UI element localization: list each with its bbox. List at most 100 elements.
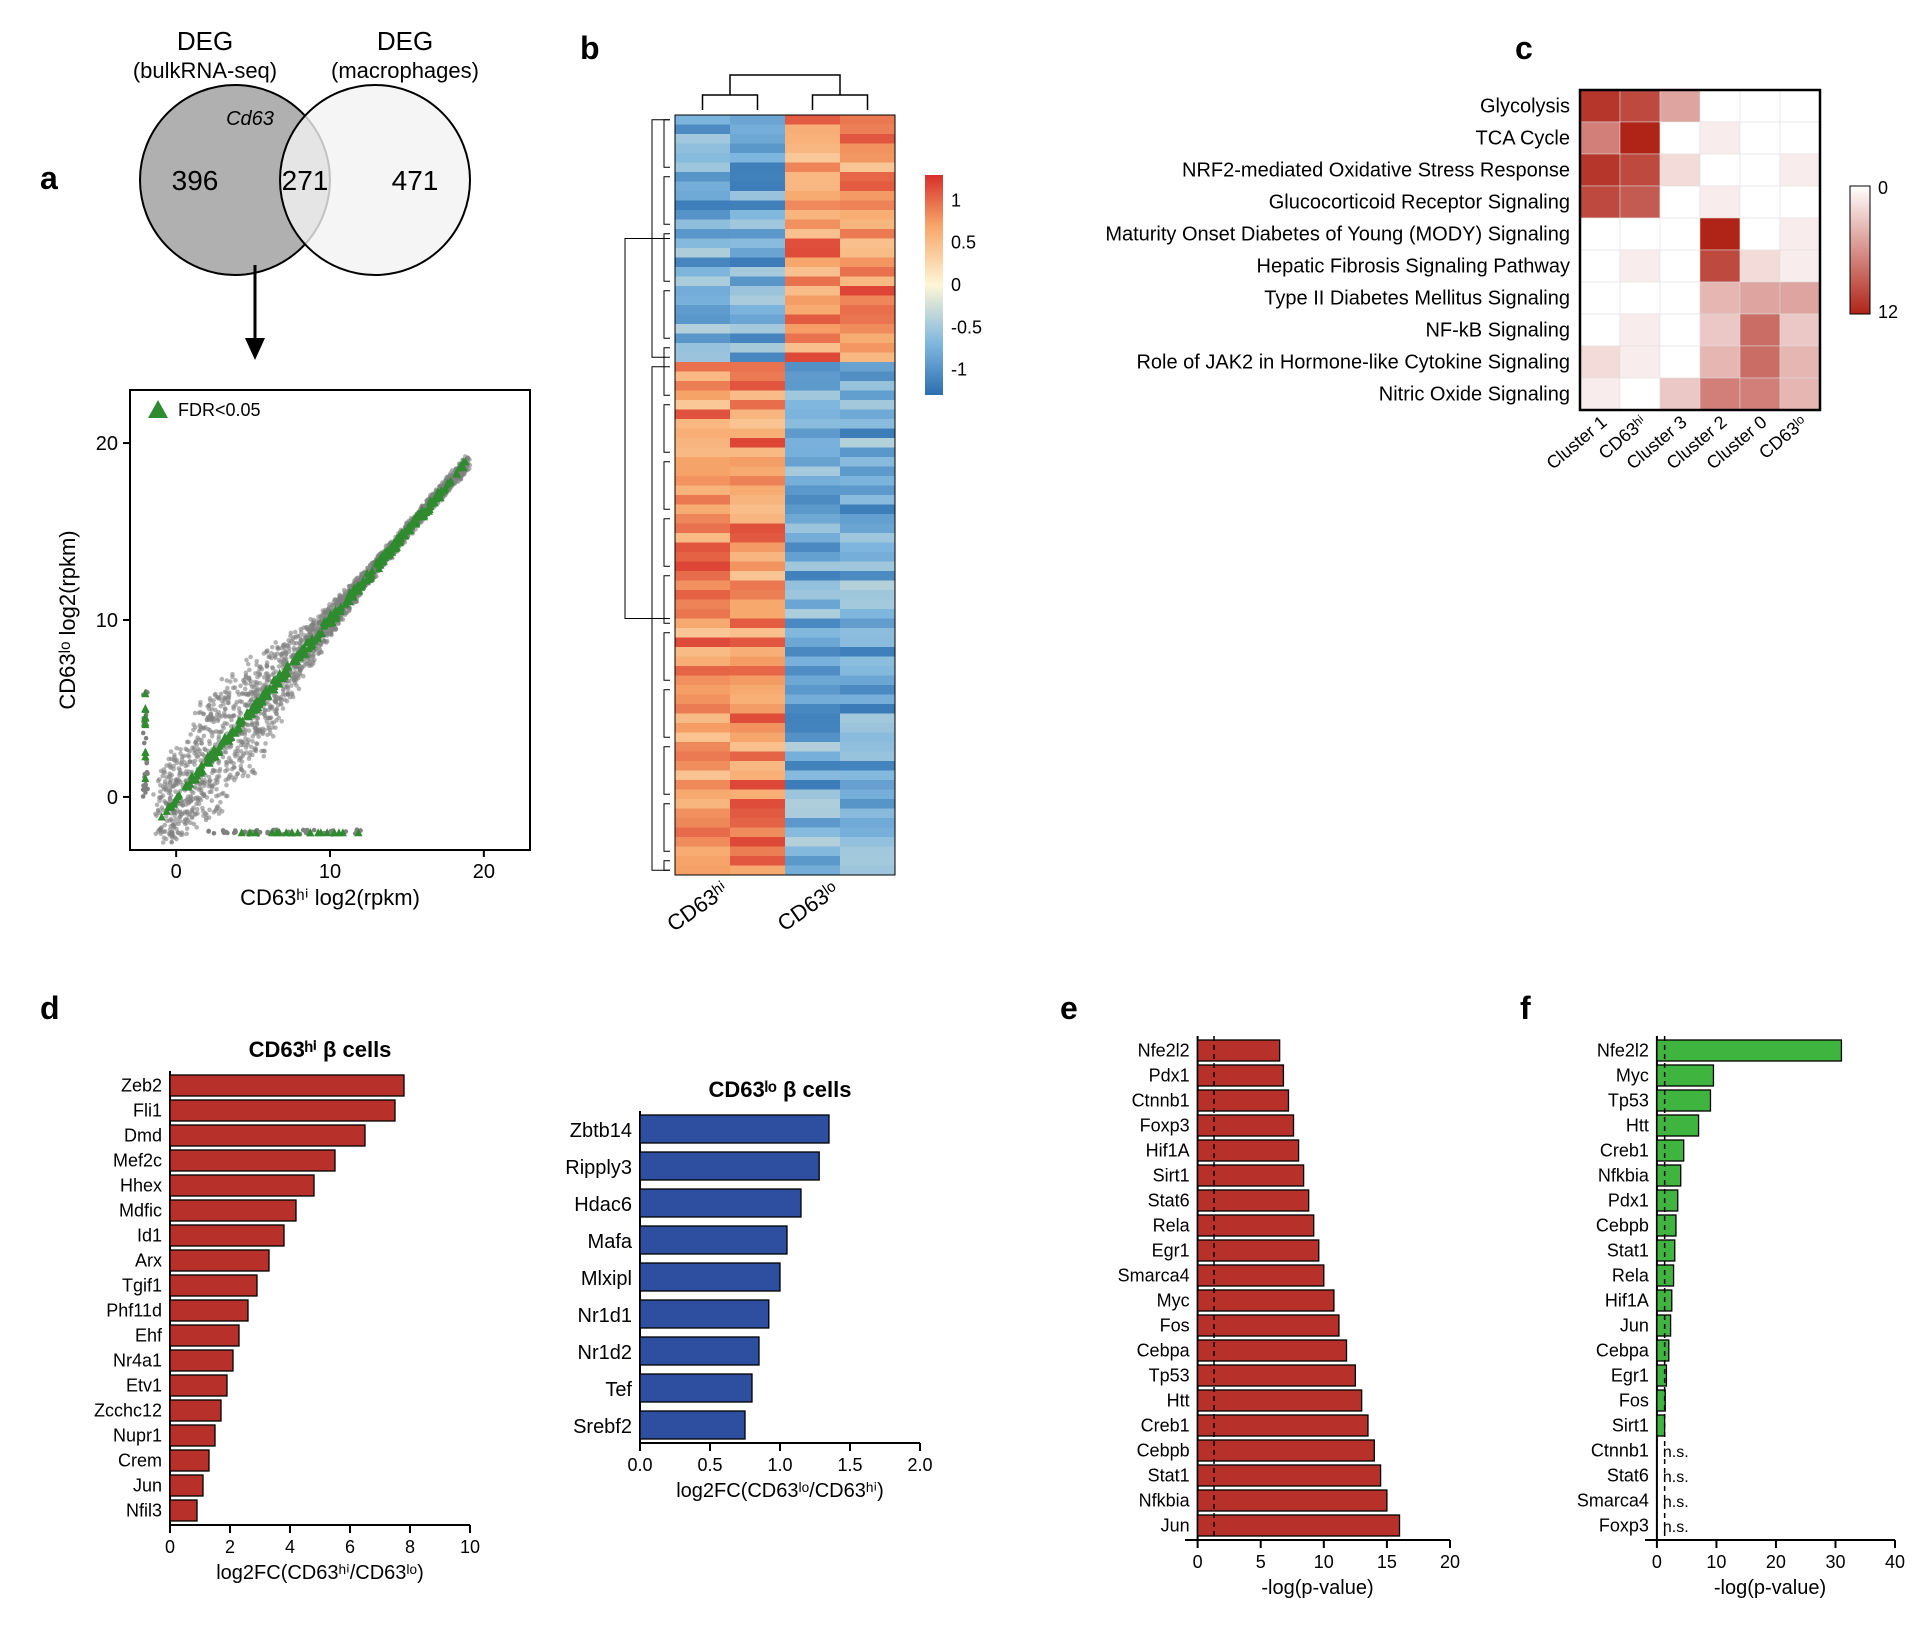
svg-text:Stat1: Stat1 <box>1607 1240 1649 1260</box>
svg-text:Nfkbia: Nfkbia <box>1598 1165 1650 1185</box>
svg-text:0: 0 <box>1193 1552 1203 1572</box>
svg-text:2.0: 2.0 <box>907 1455 932 1475</box>
svg-text:log2FC(CD63ˡᵒ/CD63ʰⁱ): log2FC(CD63ˡᵒ/CD63ʰⁱ) <box>676 1480 884 1502</box>
svg-text:Sirt1: Sirt1 <box>1612 1415 1649 1435</box>
svg-text:Tp53: Tp53 <box>1149 1365 1190 1385</box>
svg-text:Tp53: Tp53 <box>1608 1090 1649 1110</box>
svg-text:Cebpb: Cebpb <box>1596 1215 1649 1235</box>
svg-text:271: 271 <box>282 165 329 196</box>
svg-text:Ctnnb1: Ctnnb1 <box>1591 1440 1649 1460</box>
svg-text:Myc: Myc <box>1616 1065 1649 1085</box>
panel-d-hi-bars: CD63ʰⁱ β cellsZeb2Fli1DmdMef2cHhexMdficI… <box>60 1020 490 1590</box>
svg-text:Foxp3: Foxp3 <box>1599 1515 1649 1535</box>
svg-text:10: 10 <box>1314 1552 1334 1572</box>
svg-text:Hif1A: Hif1A <box>1605 1290 1649 1310</box>
svg-text:1.0: 1.0 <box>767 1455 792 1475</box>
figure: a b c d e f DEG(bulkRNA-seq)DEG(macropha… <box>0 0 1921 1629</box>
svg-text:10: 10 <box>319 861 341 883</box>
svg-text:Stat6: Stat6 <box>1607 1465 1649 1485</box>
svg-text:0: 0 <box>951 275 961 295</box>
panel-label-b: b <box>580 30 600 67</box>
svg-text:Type II Diabetes Mellitus Sign: Type II Diabetes Mellitus Signaling <box>1264 287 1570 309</box>
svg-text:Htt: Htt <box>1626 1115 1649 1135</box>
svg-text:Foxp3: Foxp3 <box>1140 1115 1190 1135</box>
svg-text:Egr1: Egr1 <box>1611 1365 1649 1385</box>
svg-text:Egr1: Egr1 <box>1152 1240 1190 1260</box>
svg-text:Mdfic: Mdfic <box>119 1200 162 1220</box>
panel-d-lo-bars: CD63ˡᵒ β cellsZbtb14Ripply3Hdac6MafaMlxi… <box>520 1060 950 1550</box>
svg-text:Glucocorticoid Receptor Signal: Glucocorticoid Receptor Signaling <box>1269 191 1570 213</box>
svg-text:Creb1: Creb1 <box>1141 1415 1190 1435</box>
svg-text:396: 396 <box>172 165 219 196</box>
svg-text:30: 30 <box>1825 1552 1845 1572</box>
svg-text:Tgif1: Tgif1 <box>122 1275 162 1295</box>
panel-e-bars: Nfe2l2Pdx1Ctnnb1Foxp3Hif1ASirt1Stat6Rela… <box>1070 1010 1470 1610</box>
svg-text:0.5: 0.5 <box>697 1455 722 1475</box>
svg-text:Pdx1: Pdx1 <box>1149 1065 1190 1085</box>
svg-text:-log(p-value): -log(p-value) <box>1714 1577 1826 1599</box>
svg-text:Maturity Onset Diabetes of You: Maturity Onset Diabetes of Young (MODY) … <box>1105 223 1570 245</box>
svg-text:Nfe2l2: Nfe2l2 <box>1597 1040 1649 1060</box>
panel-label-d: d <box>40 990 60 1027</box>
svg-text:40: 40 <box>1885 1552 1905 1572</box>
svg-text:Arx: Arx <box>135 1250 162 1270</box>
svg-text:1: 1 <box>951 190 961 210</box>
svg-text:log2FC(CD63ʰⁱ/CD63ˡᵒ): log2FC(CD63ʰⁱ/CD63ˡᵒ) <box>216 1562 424 1584</box>
svg-text:Zeb2: Zeb2 <box>121 1075 162 1095</box>
svg-text:NRF2-mediated Oxidative Stress: NRF2-mediated Oxidative Stress Response <box>1182 159 1570 181</box>
svg-text:(bulkRNA-seq): (bulkRNA-seq) <box>133 58 277 83</box>
svg-text:-log(p-value): -log(p-value) <box>1261 1577 1373 1599</box>
svg-text:10: 10 <box>96 610 118 632</box>
svg-text:Myc: Myc <box>1157 1290 1190 1310</box>
panel-b-heatmap: CD63ʰⁱCD63ˡᵒ-1-0.500.51 <box>600 55 1040 955</box>
svg-text:Smarca4: Smarca4 <box>1577 1490 1649 1510</box>
svg-text:20: 20 <box>1440 1552 1460 1572</box>
panel-c-heatmap: Glycolysis TCA Cycle NRF2-mediated Oxidati… <box>1060 70 1900 540</box>
svg-text:Mef2c: Mef2c <box>113 1150 162 1170</box>
svg-text:CD63ʰⁱ log2(rpkm): CD63ʰⁱ log2(rpkm) <box>240 885 420 910</box>
svg-text:Sirt1: Sirt1 <box>1153 1165 1190 1185</box>
svg-text:n.s.: n.s. <box>1663 1469 1689 1486</box>
svg-text:Jun: Jun <box>1161 1515 1190 1535</box>
svg-text:Id1: Id1 <box>137 1225 162 1245</box>
svg-text:Hdac6: Hdac6 <box>574 1194 632 1216</box>
svg-text:471: 471 <box>392 165 439 196</box>
svg-text:Cd63: Cd63 <box>226 108 274 130</box>
svg-text:Mafa: Mafa <box>588 1231 633 1253</box>
svg-text:0.0: 0.0 <box>627 1455 652 1475</box>
svg-text:0: 0 <box>1878 178 1888 198</box>
svg-text:Nitric Oxide Signaling: Nitric Oxide Signaling <box>1379 383 1570 405</box>
svg-text:Fos: Fos <box>1619 1390 1649 1410</box>
svg-text:NF-kB Signaling: NF-kB Signaling <box>1425 319 1570 341</box>
svg-text:Cebpb: Cebpb <box>1137 1440 1190 1460</box>
svg-text:Hhex: Hhex <box>120 1175 162 1195</box>
svg-text:Glycolysis: Glycolysis <box>1480 95 1570 117</box>
svg-text:Fos: Fos <box>1160 1315 1190 1335</box>
svg-text:Nfe2l2: Nfe2l2 <box>1138 1040 1190 1060</box>
svg-text:Cebpa: Cebpa <box>1137 1340 1191 1360</box>
svg-text:Jun: Jun <box>1620 1315 1649 1335</box>
svg-text:Ripply3: Ripply3 <box>565 1157 632 1179</box>
svg-text:5: 5 <box>1256 1552 1266 1572</box>
svg-text:0: 0 <box>1652 1552 1662 1572</box>
svg-text:20: 20 <box>473 861 495 883</box>
svg-text:10: 10 <box>1706 1552 1726 1572</box>
svg-text:0.5: 0.5 <box>951 233 976 253</box>
panel-a-arrow <box>225 260 285 370</box>
svg-text:Nr4a1: Nr4a1 <box>113 1350 162 1370</box>
svg-text:Cebpa: Cebpa <box>1596 1340 1650 1360</box>
svg-text:CD63ʰⁱ: CD63ʰⁱ <box>662 877 733 937</box>
panel-f-bars: Nfe2l2MycTp53HttCreb1NfkbiaPdx1CebpbStat… <box>1530 1010 1910 1610</box>
panel-label-c: c <box>1515 30 1533 67</box>
svg-text:TCA Cycle: TCA Cycle <box>1476 127 1570 149</box>
svg-text:DEG: DEG <box>177 26 233 56</box>
svg-text:Pdx1: Pdx1 <box>1608 1190 1649 1210</box>
svg-text:0: 0 <box>171 861 182 883</box>
svg-text:Nfkbia: Nfkbia <box>1139 1490 1191 1510</box>
svg-text:Role of JAK2 in Hormone-like C: Role of JAK2 in Hormone-like Cytokine Si… <box>1136 351 1570 373</box>
svg-text:Nupr1: Nupr1 <box>113 1425 162 1445</box>
svg-text:8: 8 <box>405 1537 415 1557</box>
svg-text:6: 6 <box>345 1537 355 1557</box>
svg-text:10: 10 <box>460 1537 480 1557</box>
svg-text:Smarca4: Smarca4 <box>1118 1265 1190 1285</box>
